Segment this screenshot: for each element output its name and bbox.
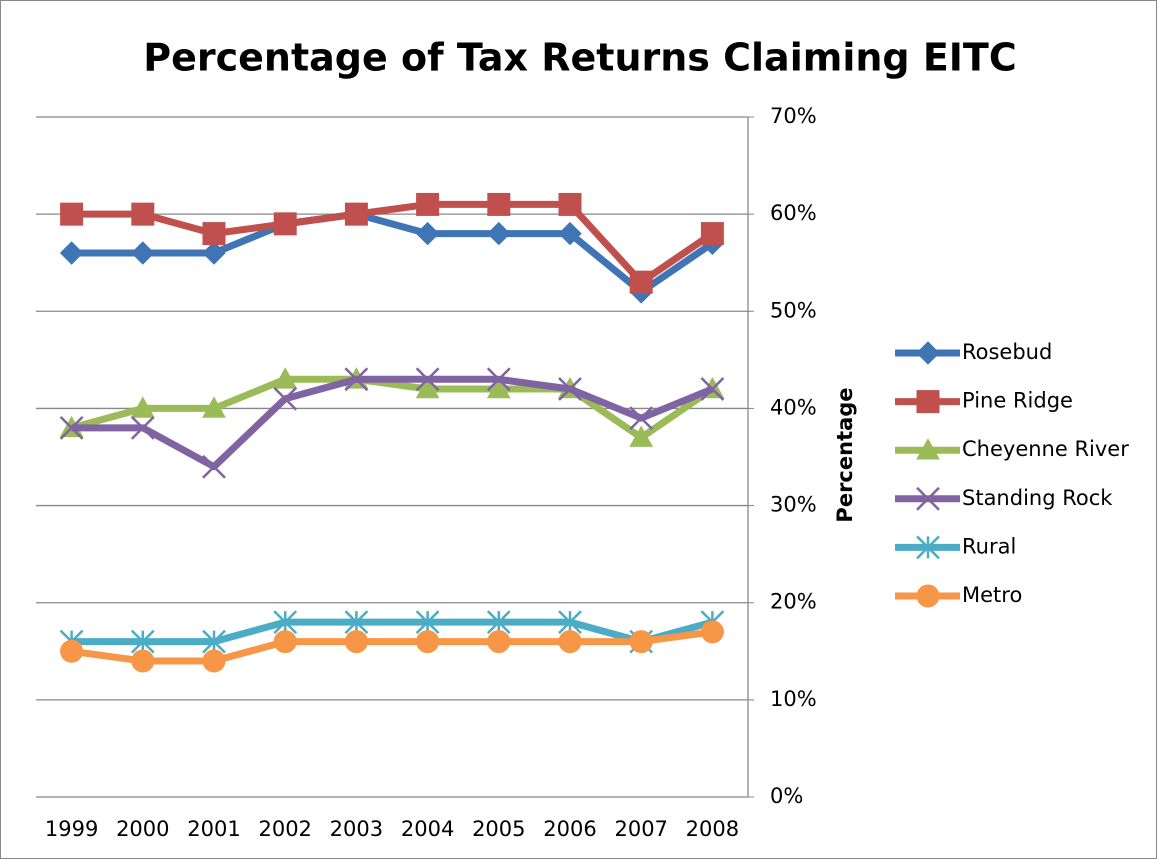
series-line [71,210,715,296]
y-tick-label: 70% [770,104,817,128]
marker [629,630,653,654]
marker [131,241,155,265]
marker [130,415,155,440]
marker [916,486,940,511]
marker [916,535,940,560]
marker [700,222,724,246]
marker [131,202,155,226]
series-line [71,375,714,471]
marker [273,610,298,635]
marker [487,630,511,654]
marker [344,610,369,635]
marker [59,415,84,440]
marker [416,192,440,216]
y-tick-label: 60% [770,201,817,225]
marker [415,221,440,246]
x-tick-label: 2006 [543,817,596,841]
legend-label: Metro [962,583,1022,607]
series-line [71,628,713,665]
marker [344,367,369,392]
marker [202,649,226,673]
marker [60,202,84,226]
marker [700,620,724,644]
marker [202,222,226,246]
y-tick-label: 20% [770,590,817,614]
marker [416,630,440,654]
marker [916,341,940,365]
y-axis-label: Percentage [833,387,857,522]
y-tick-label: 10% [770,687,817,711]
marker [415,610,440,635]
marker [486,376,511,399]
marker [486,610,511,635]
marker [629,270,653,294]
x-tick-label: 2005 [472,817,525,841]
legend-label: Standing Rock [962,486,1113,510]
marker [916,438,940,460]
marker [273,386,298,411]
x-tick-label: 2001 [187,817,240,841]
marker [273,367,298,389]
marker [202,396,226,418]
marker [273,630,297,654]
marker [202,241,226,265]
marker [558,610,582,635]
x-tick-label: 2003 [330,817,383,841]
marker [344,630,368,654]
marker [415,367,440,392]
marker [60,639,84,663]
series-line [71,200,715,286]
marker [629,406,654,431]
chart-title: Percentage of Tax Returns Claiming EITC [143,36,1016,80]
y-tick-label: 40% [770,395,817,419]
marker [558,192,582,216]
marker [700,377,725,401]
x-tick-label: 2002 [258,817,311,841]
marker [558,221,582,246]
y-tick-label: 50% [770,298,817,322]
x-tick-label: 2007 [614,817,667,841]
marker [486,367,511,392]
marker [59,241,84,265]
x-tick-label: 2000 [116,817,169,841]
x-tick-label: 2004 [401,817,454,841]
marker [202,629,226,654]
legend-label: Pine Ridge [962,389,1073,413]
marker [131,649,155,673]
x-tick-label: 1999 [45,817,98,841]
marker [558,377,582,401]
series-line [70,375,715,442]
y-tick-label: 30% [770,493,817,517]
marker [916,390,940,414]
marker [130,396,155,418]
legend-label: Cheyenne River [962,437,1129,461]
marker [487,221,511,246]
marker [415,376,440,399]
y-tick-label: 0% [770,784,803,808]
marker [202,454,226,479]
series-line [71,618,714,646]
x-tick-label: 2008 [686,817,739,841]
marker [130,629,155,654]
marker [916,584,940,608]
marker [344,202,368,226]
legend-label: Rosebud [962,340,1052,364]
marker [629,425,654,447]
marker [558,630,582,654]
marker [273,212,297,236]
marker [487,192,511,216]
legend-label: Rural [962,534,1016,558]
